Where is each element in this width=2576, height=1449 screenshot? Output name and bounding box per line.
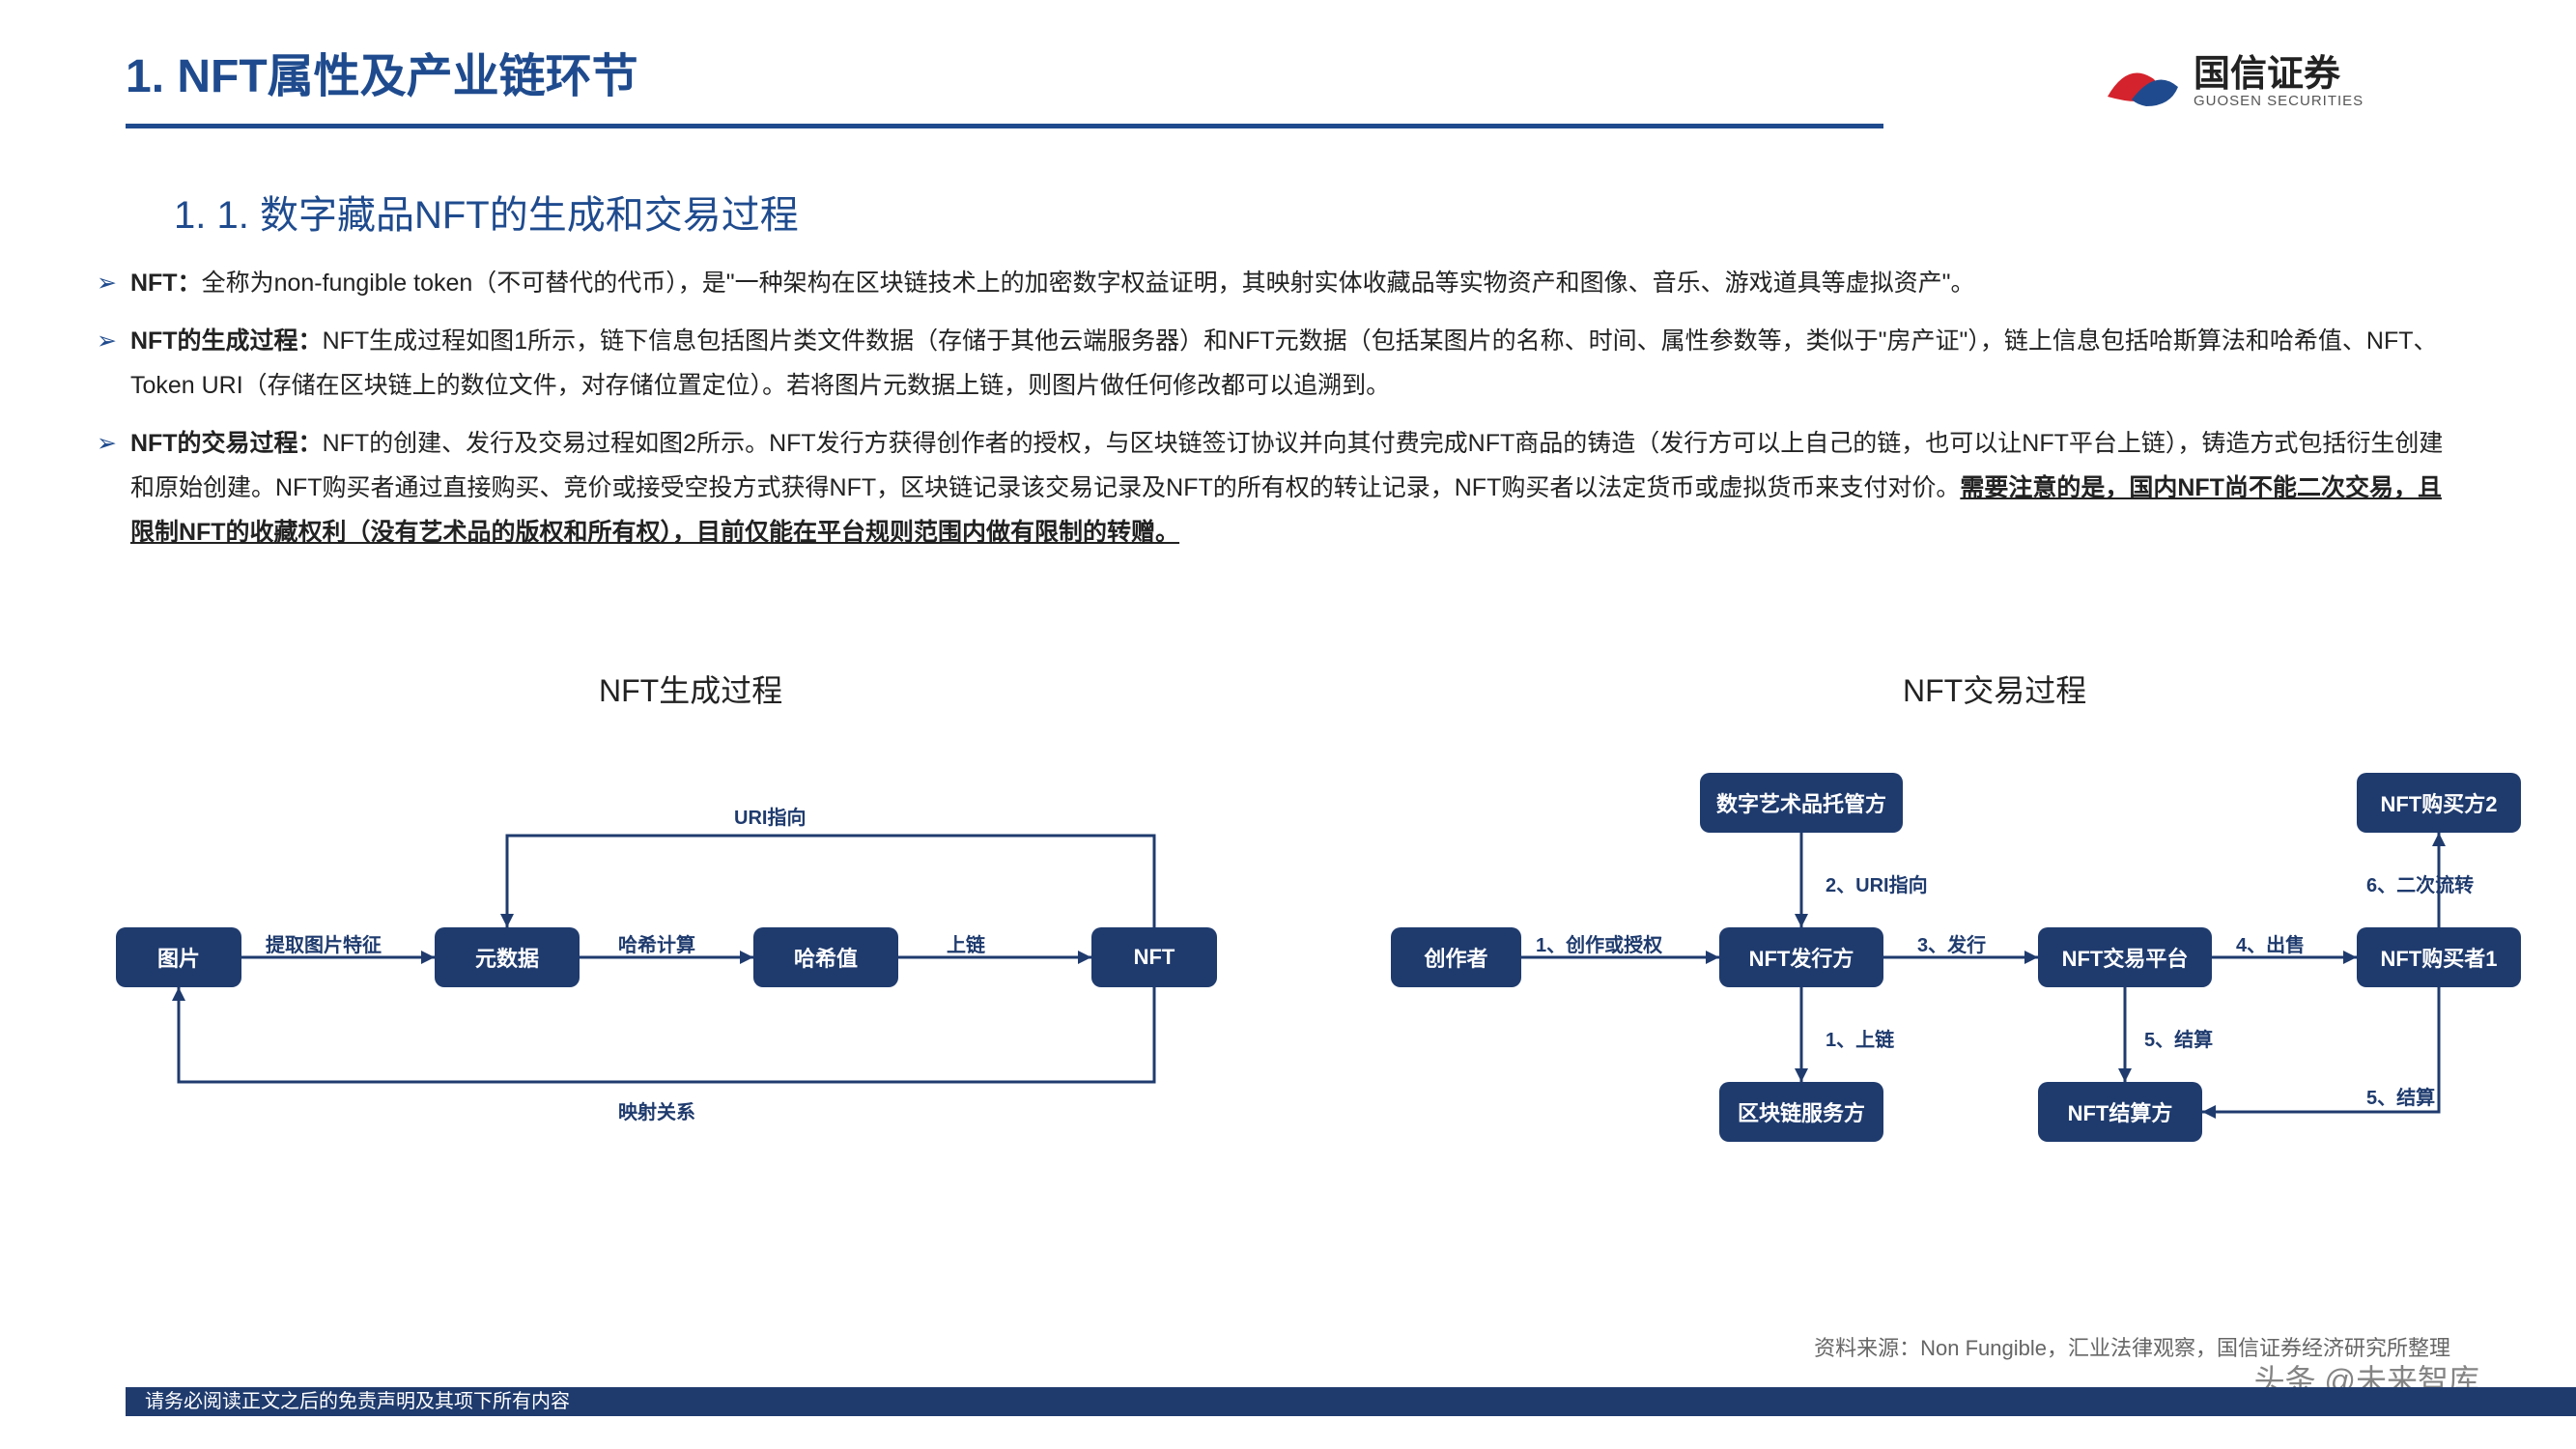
logo-text-cn: 国信证券 [2194,56,2364,93]
slide-root: 1. NFT属性及产业链环节 国信证券 GUOSEN SECURITIES 1.… [0,0,2576,1449]
bullet-text: 全称为non-fungible token（不可替代的代币），是"一种架构在区块… [202,270,1975,297]
title-underline [126,124,1883,128]
flow-node-buyer1: NFT购买者1 [2357,927,2521,987]
flow-node-settle: NFT结算方 [2038,1082,2202,1142]
edge-label: 2、URI指向 [1826,869,1928,897]
diagram1-title: NFT生成过程 [599,667,782,711]
flow-node-market: NFT交易平台 [2038,927,2212,987]
flow-node-creator: 创作者 [1391,927,1521,987]
edge-label: 5、结算 [2144,1024,2213,1052]
bullet-text: NFT生成过程如图1所示，链下信息包括图片类文件数据（存储于其他云端服务器）和N… [130,327,2438,399]
footer-bar: 请务必阅读正文之后的免责声明及其项下所有内容 [126,1387,2576,1416]
bullet-1: ➢ NFT：全称为non-fungible token（不可替代的代币），是"一… [97,261,2460,305]
edge-label: 1、创作或授权 [1536,929,1662,957]
edge-label: 哈希计算 [618,929,695,957]
bullet-arrow-icon: ➢ [97,319,117,408]
bullet-3: ➢ NFT的交易过程：NFT的创建、发行及交易过程如图2所示。NFT发行方获得创… [97,421,2460,554]
flow-node-buyer2: NFT购买方2 [2357,773,2521,833]
edge-label: 映射关系 [618,1096,695,1124]
logo-text-en: GUOSEN SECURITIES [2194,93,2364,109]
subtitle: 1. 1. 数字藏品NFT的生成和交易过程 [174,184,799,240]
edge-label: 5、结算 [2366,1082,2435,1110]
flow-node-meta: 元数据 [435,927,580,987]
flow-node-custody: 数字艺术品托管方 [1700,773,1903,833]
bullet-arrow-icon: ➢ [97,261,117,305]
logo-text: 国信证券 GUOSEN SECURITIES [2194,56,2364,109]
bullet-2: ➢ NFT的生成过程：NFT生成过程如图1所示，链下信息包括图片类文件数据（存储… [97,319,2460,408]
flow-node-chain: 区块链服务方 [1719,1082,1883,1142]
edge-label: 1、上链 [1826,1024,1894,1052]
bullet-content: NFT的生成过程：NFT生成过程如图1所示，链下信息包括图片类文件数据（存储于其… [130,319,2460,408]
flow-node-img: 图片 [116,927,241,987]
bullet-arrow-icon: ➢ [97,421,117,554]
diagram2-title: NFT交易过程 [1903,667,2086,711]
edge-label: 6、二次流转 [2366,869,2474,897]
edge-label: URI指向 [734,802,806,830]
bullet-content: NFT：全称为non-fungible token（不可替代的代币），是"一种架… [130,261,1975,305]
edge-label: 上链 [947,929,985,957]
flow-node-issuer: NFT发行方 [1719,927,1883,987]
edge-label: 4、出售 [2236,929,2305,957]
flow-node-nft: NFT [1091,927,1217,987]
bullet-lead: NFT的生成过程： [130,327,323,355]
bullet-lead: NFT： [130,270,202,297]
main-title: 1. NFT属性及产业链环节 [126,48,2450,106]
logo: 国信证券 GUOSEN SECURITIES [2103,48,2450,116]
bullet-lead: NFT的交易过程： [130,430,323,457]
logo-mark-icon [2103,53,2180,111]
bullet-content: NFT的交易过程：NFT的创建、发行及交易过程如图2所示。NFT发行方获得创作者… [130,421,2460,554]
flow-node-hash: 哈希值 [753,927,898,987]
edge-label: 3、发行 [1917,929,1986,957]
body-text: ➢ NFT：全称为non-fungible token（不可替代的代币），是"一… [97,261,2460,568]
edge-label: 提取图片特征 [266,929,382,957]
header: 1. NFT属性及产业链环节 [126,48,2450,126]
diagrams-area: NFT生成过程 NFT交易过程 图片 元数据 哈希值 NFT 创作者 NFT发行方数字艺术… [97,667,2479,1217]
